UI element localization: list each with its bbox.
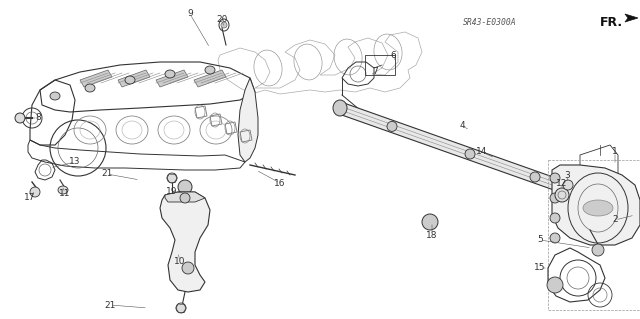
Text: 5: 5 (537, 235, 543, 244)
Text: 11: 11 (60, 189, 71, 197)
Ellipse shape (550, 173, 560, 183)
Text: 1: 1 (612, 147, 618, 157)
Ellipse shape (550, 233, 560, 243)
Text: FR.: FR. (600, 16, 623, 28)
Text: 20: 20 (216, 14, 228, 24)
Text: 8: 8 (35, 114, 41, 122)
Text: 16: 16 (275, 179, 285, 188)
Text: 10: 10 (174, 257, 186, 266)
Text: 21: 21 (101, 169, 113, 179)
Ellipse shape (583, 200, 613, 216)
Ellipse shape (465, 149, 475, 159)
Text: 12: 12 (556, 179, 568, 188)
Text: 15: 15 (534, 263, 546, 272)
Text: 6: 6 (390, 51, 396, 61)
Ellipse shape (182, 262, 194, 274)
Ellipse shape (125, 76, 135, 84)
Text: 13: 13 (69, 158, 81, 167)
Ellipse shape (550, 193, 560, 203)
Ellipse shape (547, 277, 563, 293)
Text: 2: 2 (612, 216, 618, 225)
Ellipse shape (592, 244, 604, 256)
Polygon shape (80, 70, 112, 87)
Polygon shape (165, 192, 205, 202)
Polygon shape (156, 70, 188, 87)
Ellipse shape (221, 22, 227, 28)
Ellipse shape (593, 192, 607, 208)
Text: 18: 18 (426, 231, 438, 240)
Ellipse shape (333, 100, 347, 116)
Ellipse shape (15, 113, 25, 123)
Text: 19: 19 (166, 188, 178, 197)
Ellipse shape (85, 84, 95, 92)
Text: 9: 9 (187, 10, 193, 19)
Ellipse shape (30, 187, 40, 197)
Ellipse shape (58, 186, 68, 194)
Polygon shape (238, 78, 258, 162)
Text: 21: 21 (104, 300, 116, 309)
Polygon shape (552, 165, 640, 245)
Ellipse shape (176, 303, 186, 313)
Text: SR43-E0300A: SR43-E0300A (463, 19, 516, 27)
Polygon shape (194, 70, 226, 87)
Text: 7: 7 (372, 68, 378, 77)
Ellipse shape (50, 92, 60, 100)
Ellipse shape (422, 214, 438, 230)
Text: 4: 4 (459, 122, 465, 130)
Ellipse shape (563, 180, 573, 190)
Ellipse shape (550, 213, 560, 223)
Text: 3: 3 (564, 170, 570, 180)
Polygon shape (625, 14, 638, 22)
Ellipse shape (165, 70, 175, 78)
Polygon shape (118, 70, 150, 87)
Ellipse shape (167, 173, 177, 183)
Ellipse shape (178, 180, 192, 194)
Polygon shape (338, 102, 602, 206)
Ellipse shape (530, 172, 540, 182)
Ellipse shape (205, 66, 215, 74)
Text: 17: 17 (24, 194, 36, 203)
Ellipse shape (555, 188, 569, 202)
Text: 14: 14 (476, 147, 488, 157)
Ellipse shape (180, 193, 190, 203)
Polygon shape (160, 192, 210, 292)
Ellipse shape (387, 122, 397, 131)
